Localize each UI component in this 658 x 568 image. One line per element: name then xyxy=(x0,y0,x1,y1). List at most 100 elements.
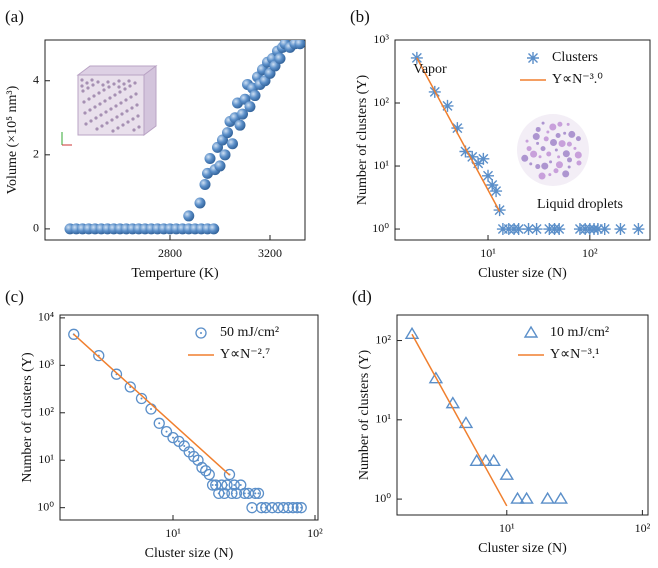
inset-droplets xyxy=(517,114,589,186)
point xyxy=(477,152,490,165)
atom xyxy=(94,116,98,120)
droplet xyxy=(530,150,538,158)
panel-label: (c) xyxy=(5,287,24,306)
y-tick-label: 10⁴ xyxy=(38,310,54,324)
fit-line xyxy=(416,57,501,212)
point-dot xyxy=(211,484,214,487)
droplet xyxy=(575,136,581,142)
atom xyxy=(81,89,85,93)
point xyxy=(441,99,454,112)
atom xyxy=(88,108,92,112)
droplet xyxy=(535,126,541,132)
droplet xyxy=(538,155,542,159)
atom xyxy=(137,125,141,129)
atom xyxy=(100,124,104,128)
point xyxy=(153,417,165,429)
annotation: Vapor xyxy=(413,62,447,77)
atom xyxy=(125,109,129,113)
droplet xyxy=(553,168,559,174)
droplet xyxy=(576,160,582,166)
atom xyxy=(118,90,122,94)
atom xyxy=(83,111,87,115)
point xyxy=(598,223,611,236)
point xyxy=(428,371,444,384)
plot-area xyxy=(68,328,307,514)
point-ring xyxy=(218,487,231,500)
legend-label: Clusters xyxy=(552,50,598,65)
point xyxy=(227,138,238,150)
point xyxy=(486,453,501,466)
plot-frame xyxy=(44,39,306,241)
atom xyxy=(91,83,95,87)
y-tick-label: 10¹ xyxy=(375,412,391,426)
droplet xyxy=(529,162,533,166)
atom xyxy=(124,98,128,102)
droplet xyxy=(566,141,572,147)
atom xyxy=(120,112,124,116)
fit-line xyxy=(411,333,508,507)
point xyxy=(522,223,535,236)
atom xyxy=(80,78,84,82)
droplet xyxy=(563,131,567,135)
atom xyxy=(82,100,86,104)
droplet xyxy=(567,157,573,163)
point xyxy=(204,153,216,165)
atom xyxy=(99,113,103,117)
droplet xyxy=(555,161,563,169)
x-axis-label: Cluster size (N) xyxy=(478,266,567,281)
droplet xyxy=(541,162,549,170)
point-dot xyxy=(188,450,191,453)
atom xyxy=(103,99,107,103)
point xyxy=(244,101,256,113)
point xyxy=(222,127,233,139)
y-tick-label: 2 xyxy=(33,147,39,161)
droplet xyxy=(554,148,558,152)
point xyxy=(160,426,173,438)
legend-swatch xyxy=(523,325,539,338)
point xyxy=(260,502,272,514)
atom xyxy=(107,85,111,89)
point xyxy=(219,149,231,161)
x-tick-label: 2800 xyxy=(158,246,182,260)
atom xyxy=(96,80,100,84)
point-dot xyxy=(177,440,180,443)
droplet xyxy=(558,140,566,148)
atom xyxy=(109,107,113,111)
x-axis-label: Temperture (K) xyxy=(131,266,219,281)
point-dot xyxy=(257,492,260,495)
plot-frame xyxy=(59,314,319,521)
atom xyxy=(113,93,117,97)
atom xyxy=(104,110,108,114)
droplet xyxy=(568,130,576,138)
point-ring xyxy=(252,487,265,500)
atom xyxy=(111,129,115,133)
point xyxy=(145,403,157,415)
point-ring xyxy=(167,431,179,444)
point-ring xyxy=(228,479,240,491)
panel-label: (d) xyxy=(352,287,372,306)
atom xyxy=(131,117,135,121)
atom xyxy=(93,105,97,109)
point xyxy=(519,491,534,504)
point xyxy=(410,51,423,64)
atom xyxy=(135,103,139,107)
y-tick-label: 0 xyxy=(33,221,39,235)
point xyxy=(553,223,566,236)
point xyxy=(203,468,215,481)
point xyxy=(490,185,503,198)
point xyxy=(614,223,627,236)
point xyxy=(274,53,286,65)
atom xyxy=(133,81,137,85)
point xyxy=(208,223,220,235)
x-axis-label: Cluster size (N) xyxy=(145,546,234,561)
x-tick-label: 10¹ xyxy=(165,526,181,540)
atom xyxy=(86,86,90,90)
x-tick-label: 10² xyxy=(635,521,651,535)
x-tick-label: 10¹ xyxy=(480,246,496,260)
point-ring xyxy=(206,479,219,491)
point-dot xyxy=(223,492,226,495)
legend-swatch xyxy=(200,332,202,334)
point-dot xyxy=(208,473,211,476)
droplet xyxy=(525,139,529,143)
point-dot xyxy=(225,484,228,487)
